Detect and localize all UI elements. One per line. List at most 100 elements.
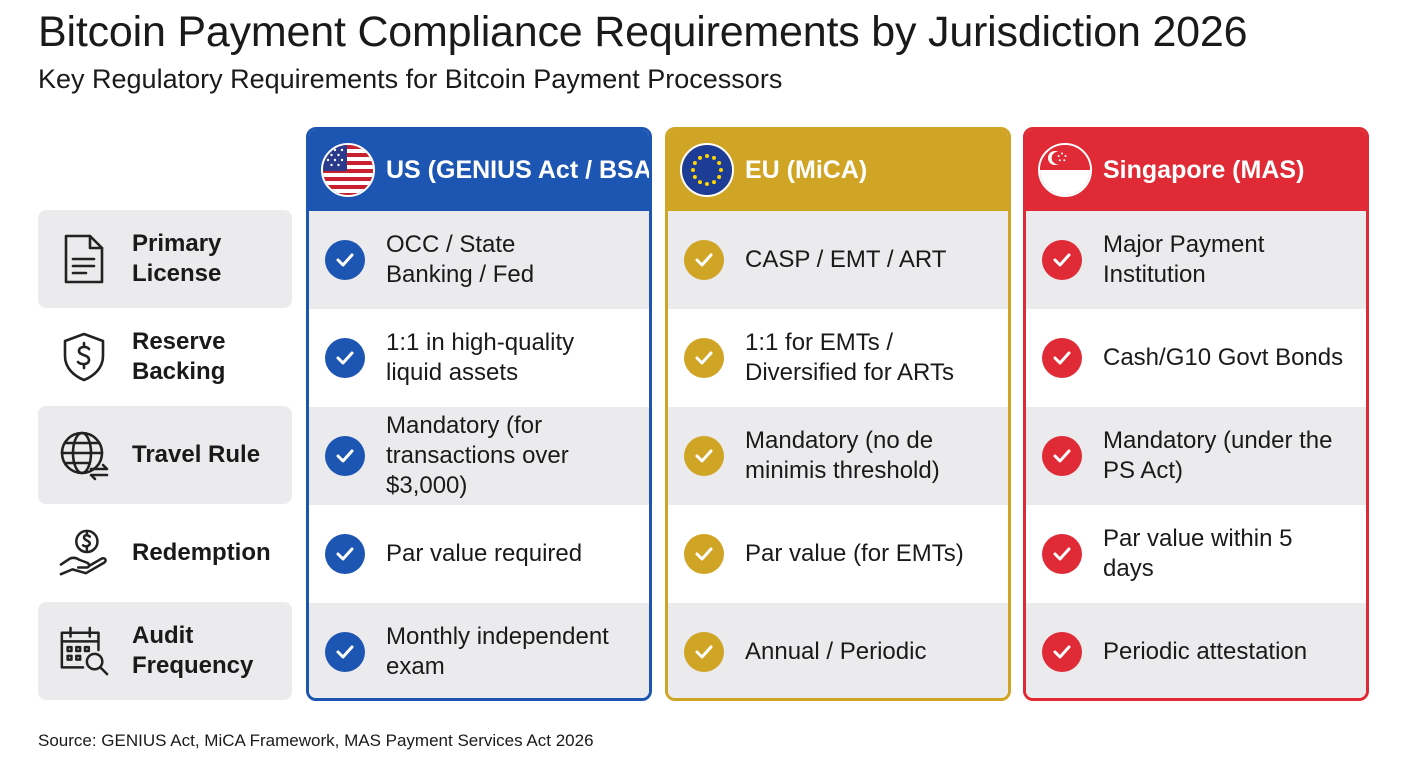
cell-text-line: Par value (for EMTs) xyxy=(745,540,964,567)
cell-us-primary-license: OCC / State Banking / Fed xyxy=(309,211,649,309)
column-us: US (GENIUS Act / BSA) OCC / State Banking… xyxy=(306,127,652,701)
check-icon xyxy=(684,338,724,378)
column-eu: EU (MiCA) CASP / EMT / ART 1:1 for EMTs … xyxy=(665,127,1011,701)
cell-text-line: transactions over xyxy=(386,442,569,469)
cell-us-travel-rule: Mandatory (for transactions over $3,000) xyxy=(309,407,649,505)
cell-sg-reserve-backing: Cash/G10 Govt Bonds xyxy=(1026,309,1366,407)
check-icon xyxy=(1042,338,1082,378)
column-title-us: US (GENIUS Act / BSA) xyxy=(386,156,652,184)
column-title-eu: EU (MiCA) xyxy=(745,156,868,184)
check-icon xyxy=(1042,436,1082,476)
check-icon xyxy=(684,436,724,476)
cell-text: Mandatory (under the PS Act) xyxy=(1103,426,1356,486)
cell-text: 1:1 for EMTs / Diversified for ARTs xyxy=(745,328,998,388)
check-icon xyxy=(325,338,365,378)
row-label-text: Redemption xyxy=(132,538,271,568)
cell-eu-reserve-backing: 1:1 for EMTs / Diversified for ARTs xyxy=(668,309,1008,407)
cell-eu-primary-license: CASP / EMT / ART xyxy=(668,211,1008,309)
cell-text: Periodic attestation xyxy=(1103,637,1356,667)
page-subtitle: Key Regulatory Requirements for Bitcoin … xyxy=(38,64,783,94)
cell-text-line: Par value required xyxy=(386,540,583,567)
cell-text-line: Annual / Periodic xyxy=(745,638,927,665)
row-label-line: Travel Rule xyxy=(132,441,261,468)
row-label-line: Audit xyxy=(132,622,194,649)
check-icon xyxy=(325,534,365,574)
cell-text-line: $3,000) xyxy=(386,472,468,499)
check-icon xyxy=(325,632,365,672)
cell-text-line: Mandatory (for xyxy=(386,412,543,439)
hand-coin-icon xyxy=(58,527,110,579)
cell-eu-audit-frequency: Annual / Periodic xyxy=(668,603,1008,698)
cell-text-line: Periodic attestation xyxy=(1103,638,1308,665)
cell-text: Monthly independent exam xyxy=(386,622,639,682)
check-icon xyxy=(325,436,365,476)
cell-text: Major Payment Institution xyxy=(1103,230,1356,290)
cell-text-line: PS Act) xyxy=(1103,457,1184,484)
cell-eu-redemption: Par value (for EMTs) xyxy=(668,505,1008,603)
cell-text: OCC / State Banking / Fed xyxy=(386,230,639,290)
cell-us-audit-frequency: Monthly independent exam xyxy=(309,603,649,698)
row-label-text: Reserve Backing xyxy=(132,327,225,387)
cell-text-line: liquid assets xyxy=(386,359,519,386)
cell-text-line: Major Payment xyxy=(1103,231,1265,258)
document-icon xyxy=(58,233,110,285)
row-label-text: Primary License xyxy=(132,229,221,289)
cell-text-line: Cash/G10 Govt Bonds xyxy=(1103,344,1344,371)
cell-text: Mandatory (for transactions over $3,000) xyxy=(386,411,639,501)
cell-eu-travel-rule: Mandatory (no de minimis threshold) xyxy=(668,407,1008,505)
cell-text-line: 1:1 for EMTs / xyxy=(745,329,894,356)
row-label-text: Audit Frequency xyxy=(132,621,253,681)
cell-text: CASP / EMT / ART xyxy=(745,245,998,275)
check-icon xyxy=(1042,534,1082,574)
cell-text-line: days xyxy=(1103,555,1154,582)
column-header-us: US (GENIUS Act / BSA) xyxy=(309,130,649,211)
cell-text-line: Institution xyxy=(1103,261,1206,288)
column-header-eu: EU (MiCA) xyxy=(668,130,1008,211)
us-flag-icon xyxy=(321,143,375,197)
page-title: Bitcoin Payment Compliance Requirements … xyxy=(38,8,1248,56)
column-title-singapore: Singapore (MAS) xyxy=(1103,156,1305,184)
row-label-line: Frequency xyxy=(132,652,254,679)
row-label-line: Reserve xyxy=(132,328,226,355)
cell-sg-primary-license: Major Payment Institution xyxy=(1026,211,1366,309)
cell-text-line: OCC / State xyxy=(386,231,516,258)
cell-text-line: Diversified for ARTs xyxy=(745,359,954,386)
cell-text: 1:1 in high-quality liquid assets xyxy=(386,328,639,388)
row-label-line: Redemption xyxy=(132,539,271,566)
cell-text: Par value within 5 days xyxy=(1103,524,1356,584)
column-singapore: Singapore (MAS) Major Payment Institution… xyxy=(1023,127,1369,701)
calendar-search-icon xyxy=(58,625,110,677)
cell-text: Mandatory (no de minimis threshold) xyxy=(745,426,998,486)
row-label-line: Primary xyxy=(132,230,222,257)
cell-text-line: exam xyxy=(386,653,445,680)
row-label-line: Backing xyxy=(132,358,226,385)
cell-us-reserve-backing: 1:1 in high-quality liquid assets xyxy=(309,309,649,407)
shield-dollar-icon xyxy=(58,331,110,383)
check-icon xyxy=(1042,632,1082,672)
cell-text-line: 1:1 in high-quality xyxy=(386,329,575,356)
singapore-flag-icon xyxy=(1038,143,1092,197)
check-icon xyxy=(684,534,724,574)
cell-text-line: Mandatory (no de xyxy=(745,427,934,454)
column-header-singapore: Singapore (MAS) xyxy=(1026,130,1366,211)
cell-us-redemption: Par value required xyxy=(309,505,649,603)
cell-text-line: Monthly independent xyxy=(386,623,609,650)
check-icon xyxy=(325,240,365,280)
row-label-reserve-backing: Reserve Backing xyxy=(38,308,292,406)
cell-text: Annual / Periodic xyxy=(745,637,998,667)
cell-text-line: Mandatory (under the xyxy=(1103,427,1333,454)
row-label-text: Travel Rule xyxy=(132,440,260,470)
check-icon xyxy=(1042,240,1082,280)
cell-text: Par value required xyxy=(386,539,639,569)
check-icon xyxy=(684,240,724,280)
cell-text-line: CASP / EMT / ART xyxy=(745,246,947,273)
cell-sg-audit-frequency: Periodic attestation xyxy=(1026,603,1366,698)
eu-flag-icon xyxy=(680,143,734,197)
row-label-line: License xyxy=(132,260,222,287)
row-label-audit-frequency: Audit Frequency xyxy=(38,602,292,700)
check-icon xyxy=(684,632,724,672)
cell-text-line: minimis threshold) xyxy=(745,457,940,484)
cell-text: Cash/G10 Govt Bonds xyxy=(1103,343,1356,373)
row-label-travel-rule: Travel Rule xyxy=(38,406,292,504)
globe-transfer-icon xyxy=(58,429,110,481)
